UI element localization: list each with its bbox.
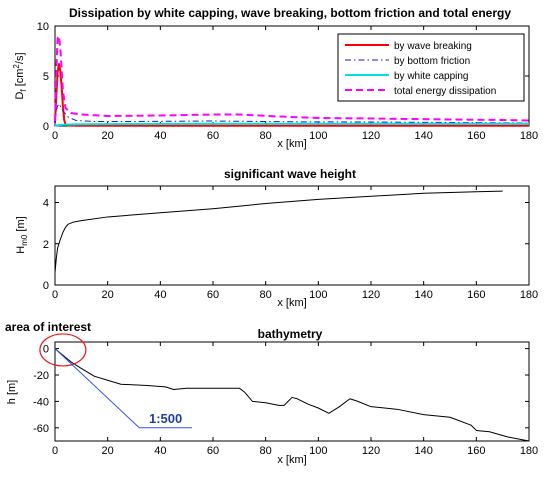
legend-label-bottom-friction: by bottom friction: [394, 56, 470, 67]
p3-ytick-label: -40: [33, 396, 49, 408]
p2-xtick-label: 40: [154, 289, 166, 301]
p2-xtick-label: 60: [207, 289, 219, 301]
bathymetry-xlabel: x [km]: [277, 454, 306, 466]
slope-indicator-line: [54, 348, 192, 429]
p2-xtick-label: 140: [414, 289, 432, 301]
p3-xtick-label: 80: [260, 445, 272, 457]
dissipation-ylabel-unit: [cm: [14, 69, 26, 90]
p1-series-by-bottom-friction: [54, 103, 530, 125]
p1-xtick-label: 180: [520, 130, 538, 142]
p1-xtick-label: 0: [52, 130, 58, 142]
p3-xtick-label: 140: [414, 445, 432, 457]
dissipation-ylabel-main: D: [14, 92, 26, 100]
bathymetry-title: bathymetry: [258, 327, 323, 341]
dissipation-ticks: 0 20 40 60 80 100 120 140 160 180 0 5 10: [37, 21, 538, 142]
dissipation-panel: Dissipation by white capping, wave break…: [12, 6, 538, 150]
dissipation-ylabel-sub: f: [19, 89, 28, 92]
dissipation-ylabel-tail: /s]: [14, 52, 26, 64]
p2-xtick-label: 80: [260, 289, 272, 301]
p2-xtick-label: 20: [102, 289, 114, 301]
p1-xtick-label: 40: [154, 130, 166, 142]
p1-xtick-label: 120: [362, 130, 380, 142]
p3-xtick-label: 0: [52, 445, 58, 457]
wave-height-ylabel-sub: m0: [20, 234, 29, 246]
slope-ratio-label: 1:500: [149, 411, 182, 426]
p2-ytick-label: 4: [43, 198, 49, 210]
legend-label-total-energy: total energy dissipation: [394, 86, 496, 97]
p1-series-by-wave-breaking: [54, 63, 529, 127]
p1-xtick-label: 60: [207, 130, 219, 142]
area-of-interest-circle: [39, 333, 87, 367]
p1-xtick-label: 160: [467, 130, 485, 142]
wave-height-ticks: 0 20 40 60 80 100 120 140 160 180 0 2 4: [43, 186, 538, 301]
p2-xtick-label: 0: [52, 289, 58, 301]
dissipation-title: Dissipation by white capping, wave break…: [69, 6, 511, 20]
p2-ytick-label: 2: [43, 239, 49, 251]
p1-xtick-label: 80: [260, 130, 272, 142]
area-of-interest-label: area of interest: [5, 320, 91, 334]
dissipation-ylabel: Df [cm2/s]: [12, 52, 28, 99]
wave-height-ylabel-unit: [m]: [15, 216, 27, 234]
wave-height-ylabel: Hm0 [m]: [15, 216, 29, 253]
p1-xtick-label: 140: [414, 130, 432, 142]
p1-ytick-label: 0: [43, 121, 49, 133]
legend-label-wave-breaking: by wave breaking: [394, 41, 472, 52]
p2-ytick-label: 0: [43, 280, 49, 292]
wave-height-series-group: [54, 190, 503, 273]
bathymetry-panel: bathymetry area of interest 0 20 40 60 80 100…: [5, 320, 538, 466]
p1-ytick-label: 5: [43, 71, 49, 83]
p3-xtick-label: 60: [207, 445, 219, 457]
dissipation-xlabel: x [km]: [277, 138, 306, 150]
p3-xtick-label: 180: [520, 445, 538, 457]
p3-xtick-label: 120: [362, 445, 380, 457]
p3-series-line0: [54, 348, 530, 442]
wave-height-title: significant wave height: [224, 167, 356, 181]
bathymetry-series-group: [54, 348, 530, 442]
p3-ytick-label: -60: [33, 423, 49, 435]
bathymetry-ticks: 0 20 40 60 80 100 120 140 160 180 0 -20 -40 -60: [33, 342, 538, 457]
dissipation-legend: by wave breaking by bottom friction by w…: [337, 33, 525, 102]
dissipation-series-group: [54, 35, 530, 127]
p1-ytick-label: 10: [37, 21, 49, 33]
wave-height-panel: significant wave height 0 20 40 60 80 100 120 1…: [15, 167, 538, 309]
p3-xtick-label: 40: [154, 445, 166, 457]
p3-ytick-label: -20: [33, 370, 49, 382]
wave-height-xlabel: x [km]: [277, 297, 306, 309]
p1-xtick-label: 20: [102, 130, 114, 142]
p3-xtick-label: 100: [309, 445, 327, 457]
bathymetry-annotations: 1:500: [39, 333, 192, 429]
bathymetry-ylabel: h [m]: [6, 380, 18, 404]
p1-xtick-label: 100: [309, 130, 327, 142]
p1-series-by-white-capping: [54, 122, 529, 127]
p3-xtick-label: 20: [102, 445, 114, 457]
p2-xtick-label: 120: [362, 289, 380, 301]
p2-xtick-label: 100: [309, 289, 327, 301]
bathymetry-axes: [54, 341, 530, 442]
legend-label-white-capping: by white capping: [394, 71, 469, 82]
dissipation-ylabel-sup: 2: [12, 64, 21, 69]
wave-height-ylabel-main: H: [15, 246, 27, 254]
wave-height-axes: [54, 185, 530, 286]
p3-xtick-label: 160: [467, 445, 485, 457]
p1-series-total-energy-dissipation: [54, 35, 530, 122]
p2-series-line0: [54, 190, 503, 273]
p3-ytick-label: 0: [43, 344, 49, 356]
p2-xtick-label: 180: [520, 289, 538, 301]
p2-xtick-label: 160: [467, 289, 485, 301]
